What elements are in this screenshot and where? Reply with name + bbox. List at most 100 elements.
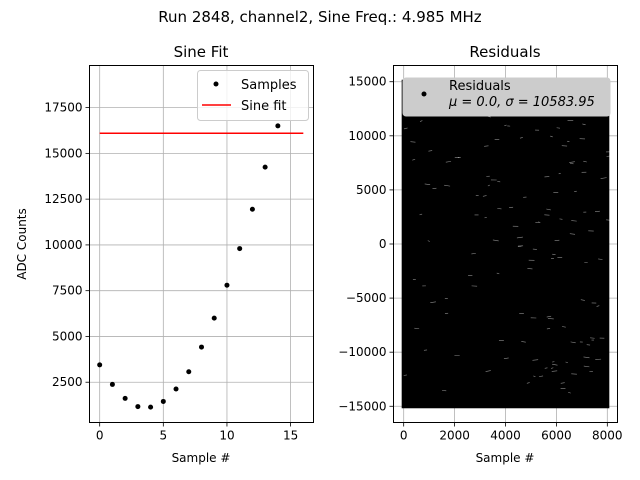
sine-fit-legend: Samples Sine fit (197, 70, 309, 121)
sine-fit-legend-box (197, 70, 309, 121)
residuals-gap-speck (565, 361, 569, 363)
residuals-gap-speck (558, 173, 561, 175)
sine-fit-ytick-label: 10000 (44, 238, 82, 252)
residuals-gap-speck (403, 127, 408, 130)
residuals-gap-speck (444, 312, 449, 314)
residuals-xlabel: Sample # (476, 451, 535, 465)
residuals-gap-speck (526, 382, 530, 384)
residuals-gap-speck (538, 375, 544, 377)
residuals-gap-speck (419, 213, 423, 216)
residuals-gap-speck (554, 239, 560, 241)
residuals-xtick-label: 6000 (541, 429, 572, 443)
sample-point (160, 398, 166, 404)
residuals-gap-speck (503, 357, 509, 359)
residuals-gap-speck (561, 326, 566, 328)
sine-fit-xtick-label: 10 (219, 429, 234, 443)
legend-samples-label: Samples (241, 78, 297, 93)
residuals-gap-speck (419, 120, 423, 122)
residuals-gap-speck (552, 363, 558, 366)
residuals-gap-speck (430, 301, 436, 304)
residuals-gap-speck (471, 253, 476, 255)
sine-fit-ytick-label: 12500 (44, 192, 82, 206)
sample-point (249, 206, 255, 212)
residuals-xtick-label: 0 (400, 429, 408, 443)
residuals-gap-speck (484, 217, 487, 219)
sample-point (199, 344, 204, 350)
legend-residuals-marker (421, 91, 427, 97)
residuals-gap-speck (482, 195, 487, 197)
residuals-gap-speck (519, 137, 523, 139)
sample-point (122, 395, 128, 401)
sine-fit-xtick-label: 5 (159, 429, 167, 443)
residuals-gap-speck (410, 141, 416, 143)
residuals-gap-speck (569, 161, 575, 163)
residuals-xtick-label: 2000 (439, 429, 470, 443)
residuals-gap-speck (600, 177, 607, 179)
residuals-gap-speck (492, 239, 499, 242)
residuals-gap-speck (445, 161, 452, 163)
residuals-gap-speck (546, 208, 551, 211)
sample-point (173, 386, 179, 392)
sample-point (135, 404, 141, 410)
legend-residuals-stats: μ = 0.0, σ = 10583.95 (448, 95, 595, 110)
suptitle: Run 2848, channel2, Sine Freq.: 4.985 MH… (158, 8, 482, 26)
residuals-gap-speck (606, 219, 611, 221)
residuals-gap-speck (544, 367, 548, 369)
residuals-gap-speck (583, 365, 590, 368)
residuals-gap-speck (484, 145, 489, 147)
residuals-gap-speck (583, 160, 587, 163)
residuals-gap-speck (580, 299, 585, 301)
sample-point (186, 369, 192, 375)
residuals-gap-speck (516, 236, 523, 239)
residuals-xtick-label: 8000 (592, 429, 623, 443)
sine-fit-ytick-label: 5000 (52, 329, 83, 343)
sample-point (237, 246, 243, 252)
residuals-gap-speck (569, 233, 576, 235)
sine-fit-ytick-label: 15000 (44, 146, 82, 160)
residuals-gap-speck (497, 208, 502, 210)
residuals-gap-speck (485, 370, 491, 372)
residuals-gap-speck (550, 135, 553, 138)
residuals-gap-speck (509, 206, 514, 208)
sample-point (224, 282, 230, 288)
sine-fit-ylabel: ADC Counts (15, 208, 29, 280)
sine-fit-xlabel: Sample # (172, 451, 231, 465)
residuals-legend: Residuals μ = 0.0, σ = 10583.95 (402, 77, 611, 117)
residuals-gap-speck (521, 341, 526, 343)
residuals-gap-speck (424, 183, 431, 185)
residuals-gap-speck (444, 184, 451, 187)
residuals-ytick-label: −10000 (338, 345, 386, 359)
residuals-gap-speck (596, 305, 600, 307)
sine-fit-axes-frame (89, 65, 314, 423)
residuals-gap-speck (427, 240, 430, 242)
sample-point (109, 381, 115, 387)
residuals-gap-speck (532, 359, 539, 361)
residuals-gap-speck (487, 184, 491, 187)
residuals-ticks: 0 2000 4000 6000 8000 −15000 −10000 −5000 0 5000 1… (338, 75, 622, 443)
residuals-gap-speck (583, 356, 590, 359)
residuals-gap-speck (527, 268, 533, 270)
sine-fit-grid (89, 65, 314, 423)
sample-point (148, 404, 154, 410)
residuals-ytick-label: 10000 (348, 129, 386, 143)
residuals-ytick-label: −5000 (346, 291, 387, 305)
residuals-gap-speck (568, 391, 571, 394)
residuals-gap-speck (571, 220, 577, 222)
residuals-series (401, 79, 612, 409)
sample-point (97, 362, 103, 368)
residuals-legend-box (402, 77, 611, 117)
residuals-gap-speck (551, 370, 558, 372)
sine-fit-title: Sine Fit (174, 43, 229, 61)
sine-fit-ytick-label: 7500 (52, 284, 83, 298)
residuals-gap-speck (560, 382, 565, 384)
residuals-ytick-label: 0 (379, 237, 387, 251)
residuals-gap-speck (504, 124, 507, 127)
sample-point (262, 164, 268, 170)
residuals-gap-speck (403, 374, 407, 376)
sample-point (211, 315, 217, 321)
residuals-gap-speck (412, 158, 416, 161)
sine-fit-xtick-label: 15 (283, 429, 298, 443)
sine-fit-xtick-label: 0 (96, 429, 104, 443)
residuals-gap-speck (428, 150, 433, 152)
